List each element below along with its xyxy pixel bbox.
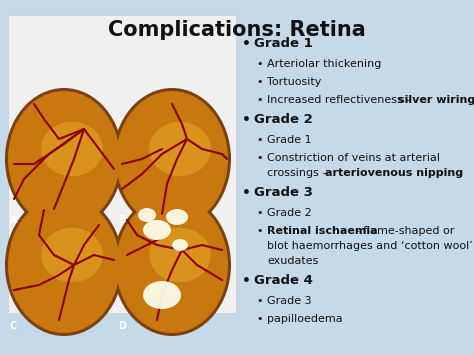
Text: Tortuosity: Tortuosity — [267, 77, 321, 87]
Ellipse shape — [149, 228, 211, 282]
Text: Grade 1: Grade 1 — [267, 135, 311, 145]
Text: Grade 2: Grade 2 — [267, 208, 312, 218]
Text: Grade 4: Grade 4 — [254, 274, 313, 287]
Text: papilloedema: papilloedema — [267, 314, 343, 324]
Text: •: • — [242, 186, 251, 200]
Text: •: • — [256, 296, 263, 306]
Ellipse shape — [149, 122, 211, 176]
Ellipse shape — [8, 91, 120, 227]
Text: Arteriolar thickening: Arteriolar thickening — [267, 59, 382, 69]
Text: C: C — [10, 321, 17, 331]
Text: A: A — [10, 215, 18, 225]
Text: Retinal ischaemia: Retinal ischaemia — [267, 226, 378, 236]
Text: •: • — [242, 274, 251, 288]
Text: crossings -: crossings - — [267, 168, 330, 178]
Text: Grade 1: Grade 1 — [254, 37, 313, 50]
Text: exudates: exudates — [267, 256, 319, 266]
Text: Grade 2: Grade 2 — [254, 113, 313, 126]
Ellipse shape — [5, 88, 123, 230]
Text: •: • — [256, 59, 263, 69]
Text: •: • — [256, 314, 263, 324]
Ellipse shape — [113, 194, 231, 336]
Text: Constriction of veins at arterial: Constriction of veins at arterial — [267, 153, 440, 163]
Ellipse shape — [116, 91, 228, 227]
Ellipse shape — [138, 208, 156, 222]
Text: Increased reflectiveness -: Increased reflectiveness - — [267, 95, 414, 105]
Text: •: • — [256, 208, 263, 218]
Ellipse shape — [41, 228, 103, 282]
Text: •: • — [256, 95, 263, 105]
Ellipse shape — [113, 88, 231, 230]
Text: •: • — [256, 135, 263, 145]
Ellipse shape — [5, 194, 123, 336]
Text: blot haemorrhages and ‘cotton wool’: blot haemorrhages and ‘cotton wool’ — [267, 241, 473, 251]
Ellipse shape — [143, 281, 181, 309]
Text: •: • — [242, 113, 251, 127]
Text: Complications: Retina: Complications: Retina — [108, 20, 366, 40]
Text: B: B — [118, 215, 126, 225]
Ellipse shape — [166, 209, 188, 225]
Text: •: • — [256, 226, 263, 236]
Text: Grade 3: Grade 3 — [254, 186, 313, 199]
Ellipse shape — [41, 122, 103, 176]
Ellipse shape — [8, 197, 120, 333]
Text: Grade 3: Grade 3 — [267, 296, 311, 306]
Text: arteriovenous nipping: arteriovenous nipping — [325, 168, 463, 178]
Text: - flame-shaped or: - flame-shaped or — [352, 226, 455, 236]
Ellipse shape — [172, 239, 188, 251]
Text: •: • — [256, 77, 263, 87]
Text: •: • — [256, 153, 263, 163]
Text: D: D — [118, 321, 126, 331]
Text: silver wiring: silver wiring — [398, 95, 474, 105]
Bar — [8, 15, 236, 313]
Ellipse shape — [116, 197, 228, 333]
Ellipse shape — [143, 220, 171, 240]
Text: •: • — [242, 37, 251, 51]
